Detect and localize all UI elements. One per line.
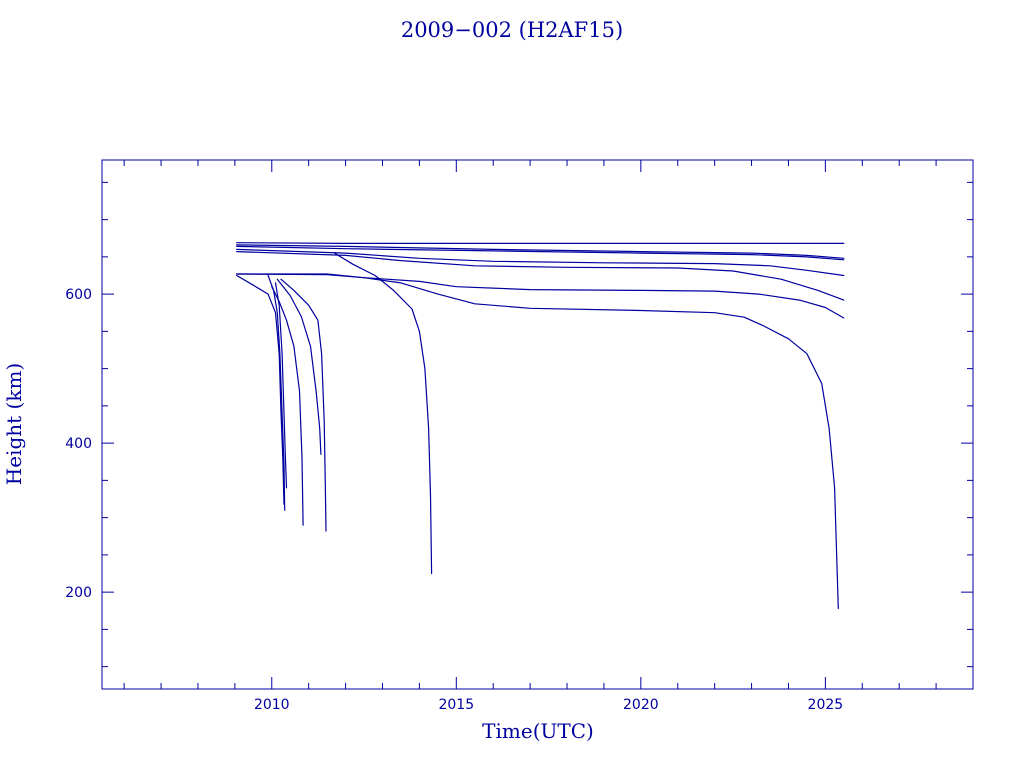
- series-line-4: [236, 248, 845, 277]
- tick-labels: 2010 2015 2020 2025 200 400 600: [65, 287, 843, 713]
- x-axis-label: Time(UTC): [482, 719, 594, 743]
- series-line-8: [333, 252, 433, 575]
- series-line-2: [236, 244, 845, 259]
- x-tick-label: 2025: [808, 697, 844, 713]
- y-axis-label: Height (km): [2, 363, 26, 485]
- axis-ticks: [102, 160, 973, 689]
- series-line-5: [236, 251, 845, 301]
- chart-title: 2009−002 (H2AF15): [401, 18, 623, 42]
- series-line-3: [236, 245, 845, 261]
- y-tick-label: 200: [65, 585, 92, 601]
- series-line-1: [236, 242, 845, 244]
- x-tick-label: 2020: [623, 697, 659, 713]
- series-line-9: [236, 274, 285, 505]
- series-line-14: [280, 278, 327, 532]
- x-tick-label: 2010: [254, 697, 290, 713]
- x-tick-label: 2015: [438, 697, 474, 713]
- series-line-12: [271, 286, 304, 526]
- y-tick-label: 400: [65, 436, 92, 452]
- series-line-13: [276, 278, 322, 455]
- y-tick-label: 600: [65, 287, 92, 303]
- plot-frame: [101, 159, 974, 690]
- series-group: [236, 242, 845, 610]
- series-line-6: [236, 273, 845, 319]
- series-line-7: [236, 273, 839, 610]
